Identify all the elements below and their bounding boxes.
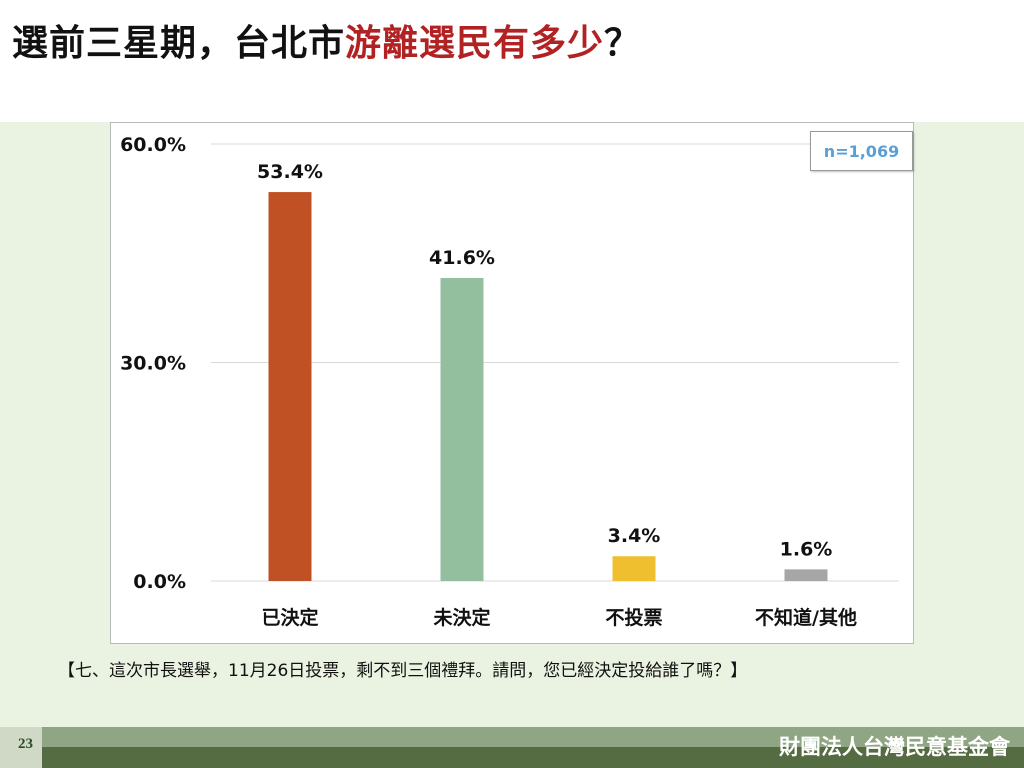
sample-size-label: n=1,069 <box>810 131 913 171</box>
bar-chart: 0.0% 30.0% 60.0% 53.4% 已決定 41.6% 未決定 3.4% 不投票 1.6… <box>120 134 899 629</box>
x-tick-label: 不投票 <box>605 606 662 629</box>
bar <box>612 556 656 581</box>
y-tick-label: 0.0% <box>133 571 186 593</box>
chart-area: 0.0% 30.0% 60.0% 53.4% 已決定 41.6% 未決定 3.4% 不投票 1.6… <box>110 122 914 644</box>
x-tick-label: 未決定 <box>432 606 490 629</box>
page-number-tab <box>0 727 42 768</box>
data-label: 41.6% <box>429 247 495 269</box>
bar <box>784 569 828 581</box>
bar <box>268 192 312 581</box>
x-tick-label: 不知道/其他 <box>755 606 857 629</box>
data-label: 1.6% <box>780 538 833 560</box>
y-tick-label: 60.0% <box>120 134 186 156</box>
data-label: 53.4% <box>257 161 323 183</box>
title-highlight: 游離選民有多少 <box>345 23 605 64</box>
y-tick-label: 30.0% <box>120 353 186 375</box>
bar <box>440 278 484 581</box>
page-title: 選前三星期，台北市游離選民有多少？ <box>12 14 641 66</box>
page-number: 23 <box>18 736 33 752</box>
title-part3: ？ <box>604 23 642 64</box>
footer-band-top <box>0 727 1024 747</box>
footer-band-bottom <box>0 747 1024 768</box>
survey-question: 【七、這次市長選舉，11月26日投票，剩不到三個禮拜。請問，您已經決定投給誰了嗎… <box>58 661 748 681</box>
data-label: 3.4% <box>608 525 661 547</box>
x-tick-label: 已決定 <box>261 606 318 629</box>
organization-name: 財團法人台灣民意基金會 <box>779 735 1010 759</box>
title-part1: 選前三星期，台北市 <box>12 23 346 64</box>
